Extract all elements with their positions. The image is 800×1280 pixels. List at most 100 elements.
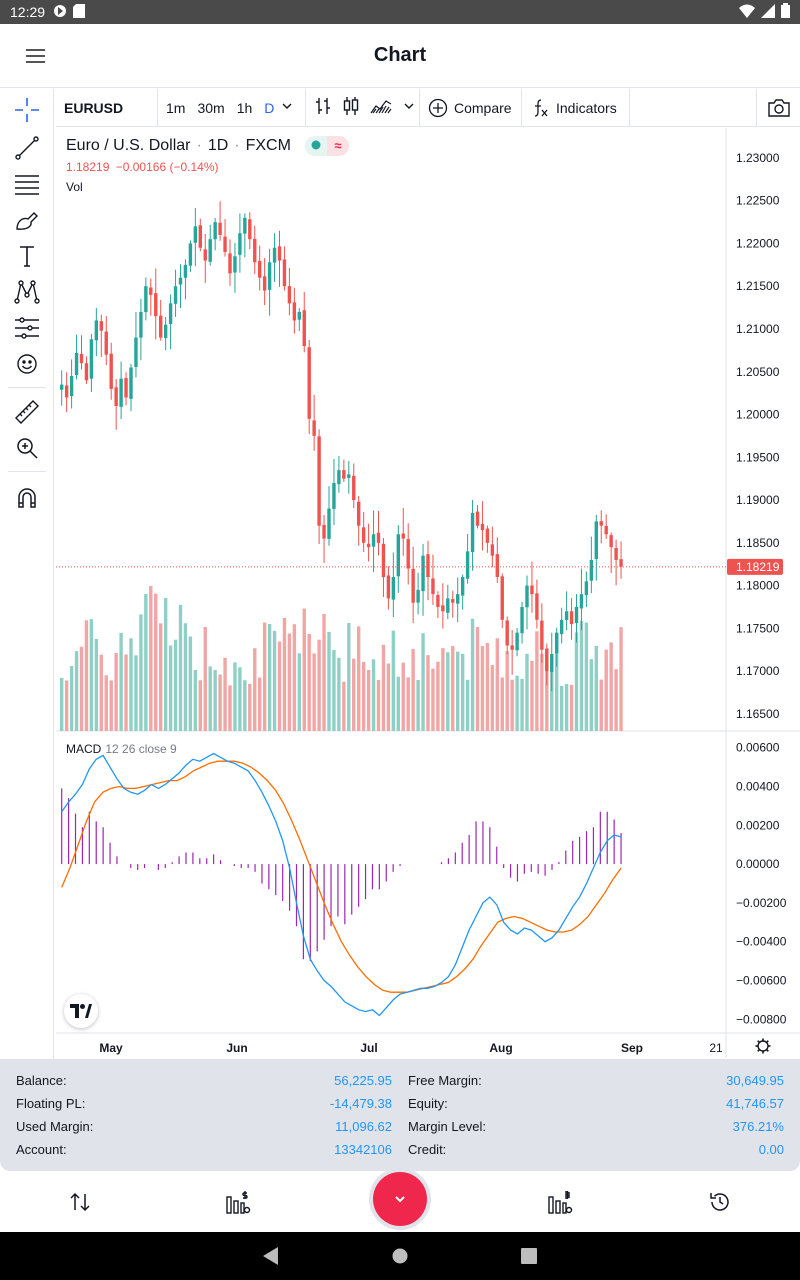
ruler-tool[interactable] <box>8 397 46 427</box>
volume-bar <box>332 650 336 731</box>
candle <box>282 259 287 287</box>
tradingview-logo[interactable] <box>64 994 98 1028</box>
candle <box>451 599 455 603</box>
zoom-in-tool[interactable] <box>8 433 46 463</box>
volume-bar <box>317 639 321 731</box>
candle <box>342 470 346 479</box>
account-row: Used Margin: 11,096.62 <box>16 1119 392 1142</box>
macd-legend: MACD 12 26 close 9 <box>66 742 177 756</box>
text-tool[interactable] <box>8 241 46 271</box>
timeframe-1h[interactable]: 1h <box>236 99 253 116</box>
time-axis-label: Jun <box>226 1041 247 1055</box>
candle <box>307 347 311 419</box>
trend-line-tool[interactable] <box>8 133 46 163</box>
prediction-icon <box>15 317 39 339</box>
recents-icon <box>521 1248 537 1264</box>
macd-axis-label: −0.00400 <box>736 935 787 949</box>
timeframe-d[interactable]: D <box>264 99 275 116</box>
volume-bar <box>243 680 247 731</box>
text-icon <box>20 246 34 267</box>
magnet-tool[interactable] <box>8 483 46 513</box>
nav-trade[interactable] <box>60 1187 100 1217</box>
account-label: Balance: <box>16 1073 67 1088</box>
price-axis-label: 1.21000 <box>736 322 780 336</box>
menu-button[interactable] <box>18 44 54 68</box>
nav-prices[interactable] <box>218 1187 258 1217</box>
back-button[interactable] <box>262 1246 280 1271</box>
fib-icon <box>15 175 39 195</box>
market-status-pill[interactable]: ≈ <box>304 136 349 156</box>
chart-type-dropdown[interactable] <box>402 99 416 116</box>
candle <box>475 511 480 526</box>
volume-bar <box>287 633 292 731</box>
candle <box>69 376 74 397</box>
crosshair-icon <box>15 98 39 122</box>
prediction-tool[interactable] <box>8 313 46 343</box>
crosshair-tool[interactable] <box>8 95 46 125</box>
settings-icon-ring <box>757 1040 769 1052</box>
candle <box>569 611 574 625</box>
chevron-down-icon <box>404 103 414 109</box>
volume-bar <box>277 641 282 731</box>
candle <box>144 286 148 313</box>
volume-bar <box>262 622 267 731</box>
account-right-column: Free Margin: 30,649.95 Equity: 41,746.57 M… <box>408 1073 784 1165</box>
volume-bar <box>183 623 188 731</box>
chart-canvas[interactable]: 1.23000 1.22500 1.22000 1.21500 1.21000 1.205… <box>56 128 800 1058</box>
chevron-down-icon <box>395 1196 405 1203</box>
volume-bar <box>535 631 539 731</box>
price-axis-label: 1.18500 <box>736 536 780 550</box>
timeframe-1m[interactable]: 1m <box>166 99 186 116</box>
candle <box>272 247 277 263</box>
page-title: Chart <box>373 44 427 66</box>
legend-last-price: 1.18219 <box>66 160 110 174</box>
candle <box>159 315 163 338</box>
home-button[interactable] <box>391 1246 409 1271</box>
system-nav-bar <box>0 1232 800 1280</box>
candle <box>312 420 316 436</box>
volume-bar <box>396 676 400 731</box>
settings-icon[interactable] <box>755 1038 771 1054</box>
account-summary: Balance: 56,225.95 Floating PL: -14,479.38… <box>0 1059 800 1171</box>
brush-tool[interactable] <box>8 205 46 235</box>
volume-bar <box>411 649 415 731</box>
bars-type-button[interactable] <box>314 96 332 119</box>
volume-bar <box>470 618 475 731</box>
nav-history[interactable] <box>700 1187 740 1217</box>
emoji-tool[interactable] <box>8 349 46 379</box>
recents-button[interactable] <box>520 1246 538 1271</box>
pattern-tool[interactable] <box>8 277 46 307</box>
volume-bar <box>599 679 603 731</box>
timeframe-30m[interactable]: 30m <box>197 99 225 116</box>
indicators-button[interactable]: Indicators <box>522 88 630 127</box>
candle <box>555 632 559 654</box>
volume-bar <box>94 638 99 731</box>
volume-bar <box>188 636 193 731</box>
symbol-search[interactable]: EURUSD <box>56 88 158 127</box>
screenshot-button[interactable] <box>756 88 800 127</box>
volume-bar <box>302 608 306 731</box>
legend-separator: · <box>234 137 240 154</box>
macd-axis-label: 0.00600 <box>736 741 780 755</box>
volume-bar <box>307 633 311 731</box>
trade-icon <box>70 1192 90 1212</box>
volume-bar <box>228 685 232 731</box>
area-type-button[interactable] <box>370 97 392 118</box>
volume-bar <box>342 681 346 731</box>
chart-area[interactable]: 1.23000 1.22500 1.22000 1.21500 1.21000 1.205… <box>56 128 800 1058</box>
expand-panel-button[interactable] <box>373 1172 427 1226</box>
battery-icon <box>781 3 790 21</box>
compare-button[interactable]: Compare <box>420 88 522 127</box>
toolbar-divider <box>8 387 46 388</box>
nav-market[interactable] <box>540 1187 580 1217</box>
volume-bar <box>569 684 574 731</box>
volume-bar <box>520 678 524 731</box>
timeframe-dropdown[interactable] <box>280 99 294 116</box>
volume-bar <box>446 652 450 731</box>
candles-type-button[interactable] <box>342 96 360 119</box>
account-row: Floating PL: -14,479.38 <box>16 1096 392 1119</box>
volume-bar <box>178 604 183 731</box>
fib-tool[interactable] <box>8 169 46 199</box>
volume-legend: Vol <box>66 180 83 194</box>
legend-price-line: 1.18219 −0.00166 (−0.14%) <box>66 160 349 174</box>
